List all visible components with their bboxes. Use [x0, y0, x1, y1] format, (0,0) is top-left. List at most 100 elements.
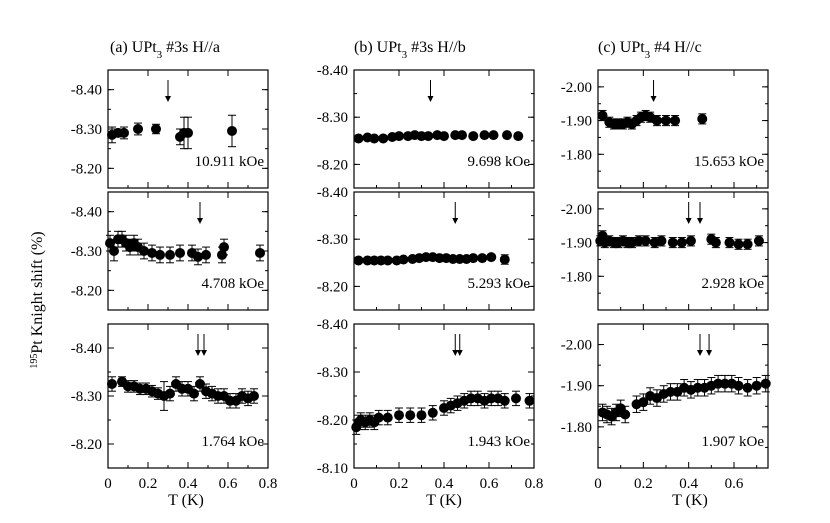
data-point	[165, 249, 175, 260]
data-point	[661, 115, 671, 126]
data-point	[676, 237, 687, 248]
data-point	[195, 379, 205, 389]
data-point	[513, 131, 524, 142]
y-tick-label: -8.40	[317, 185, 348, 201]
x-tick-label: 0.2	[390, 476, 409, 492]
field-label: 1.943 kOe	[468, 434, 531, 450]
data-point	[119, 127, 129, 138]
svg-text:195Pt Knight shift (%): 195Pt Knight shift (%)	[29, 231, 47, 368]
y-tick-label: -1.80	[561, 147, 592, 163]
column-title-b: (b) UPt3 #3s H//b	[354, 39, 466, 61]
data-point	[378, 133, 389, 144]
data-point	[620, 409, 631, 420]
x-tick-label: 0	[350, 476, 358, 492]
y-tick-label: -8.30	[71, 122, 102, 138]
x-tick-label: 0	[104, 476, 112, 492]
data-point	[499, 254, 510, 265]
field-label: 2.928 kOe	[702, 276, 765, 292]
data-point	[382, 255, 393, 266]
field-label: 4.708 kOe	[202, 276, 265, 292]
y-tick-label: -8.30	[317, 365, 348, 381]
panel-a-row-3: -8.40 -8.30 -8.20 0 0.2 0.4 0.6 0.8 1.764 kOe	[71, 323, 278, 492]
data-point	[753, 235, 764, 246]
panel-b-row-1: -8.40 -8.30 -8.20 9.698 kOe	[317, 63, 535, 189]
transition-arrow-head	[456, 350, 463, 356]
data-point	[511, 393, 521, 404]
data-point	[656, 235, 667, 246]
y-tick-label: -8.40	[71, 341, 102, 357]
data-point	[486, 252, 497, 263]
x-tick-label: 0	[594, 476, 602, 492]
y-tick-label: -8.20	[71, 161, 102, 177]
data-point	[760, 378, 771, 389]
transition-arrow-head	[452, 350, 459, 356]
data-point	[697, 113, 708, 124]
x-tick-label: 0.2	[634, 476, 653, 492]
y-tick-label: -1.80	[561, 269, 592, 285]
data-point	[165, 388, 175, 399]
data-point	[155, 249, 165, 260]
field-label: 10.911 kOe	[195, 154, 265, 170]
data-point	[369, 133, 380, 144]
plot-frame	[353, 191, 535, 311]
column-title-a: (a) UPt3 #3s H//a	[110, 39, 220, 61]
x-tick-label: 0.4	[179, 476, 198, 492]
y-axis-label: 195Pt Knight shift (%)	[29, 231, 47, 368]
data-point	[249, 391, 259, 401]
data-point	[255, 247, 265, 258]
y-tick-label: -8.20	[317, 413, 348, 429]
data-point	[107, 379, 117, 389]
data-point	[109, 246, 119, 256]
data-point	[353, 255, 364, 266]
data-point	[499, 395, 510, 406]
x-tick-label: 0.8	[525, 476, 544, 492]
panel-c-row-2: -2.00 -1.90 -1.80 2.928 kOe	[561, 191, 769, 311]
data-point	[439, 131, 449, 142]
data-point	[524, 395, 535, 406]
y-tick-label: -1.90	[561, 114, 592, 130]
data-point	[398, 254, 409, 265]
panel-b-row-2: -8.40 -8.30 -8.20 5.293 kOe	[317, 185, 535, 311]
data-point	[488, 130, 499, 141]
data-point	[427, 407, 438, 418]
plot-frame	[353, 69, 535, 189]
transition-arrow-head	[697, 218, 703, 224]
data-point	[227, 125, 237, 136]
field-label: 1.907 kOe	[702, 434, 765, 450]
y-tick-label: -8.30	[317, 232, 348, 248]
data-point	[394, 131, 404, 142]
data-point	[147, 247, 157, 258]
y-tick-label: -8.30	[71, 244, 102, 260]
y-tick-label: -8.40	[71, 205, 102, 221]
x-tick-label: 0.6	[480, 476, 499, 492]
data-point	[733, 380, 744, 391]
field-label: 15.653 kOe	[694, 154, 764, 170]
data-point	[189, 388, 199, 399]
y-tick-label: -8.20	[317, 157, 348, 173]
svg-text:(a) UPt3 #3s H//a: (a) UPt3 #3s H//a	[110, 39, 220, 61]
y-tick-label: -8.20	[71, 283, 102, 299]
data-point	[133, 124, 143, 134]
data-point	[382, 412, 393, 423]
x-axis-label-a: T (K)	[168, 492, 204, 509]
data-point	[151, 124, 161, 134]
data-point	[502, 130, 512, 141]
data-point	[105, 238, 115, 249]
transition-arrow-head	[201, 350, 207, 356]
data-point	[468, 131, 479, 142]
data-point	[183, 127, 193, 138]
svg-text:(c) UPt3 #4 H//c: (c) UPt3 #4 H//c	[598, 39, 702, 61]
data-point	[373, 412, 384, 423]
data-point	[468, 253, 479, 264]
transition-arrow-head	[697, 350, 703, 356]
x-tick-label: 0.2	[139, 476, 158, 492]
data-point	[733, 239, 744, 250]
data-point	[742, 239, 753, 250]
data-point	[423, 131, 434, 142]
transition-arrow-head	[650, 96, 657, 102]
data-point	[416, 410, 427, 421]
x-tick-label: 0.4	[679, 476, 698, 492]
x-tick-label: 0.8	[259, 476, 278, 492]
panel-a-row-2: -8.40 -8.30 -8.20 4.708 kOe	[71, 191, 269, 311]
y-tick-label: -8.40	[317, 63, 348, 79]
